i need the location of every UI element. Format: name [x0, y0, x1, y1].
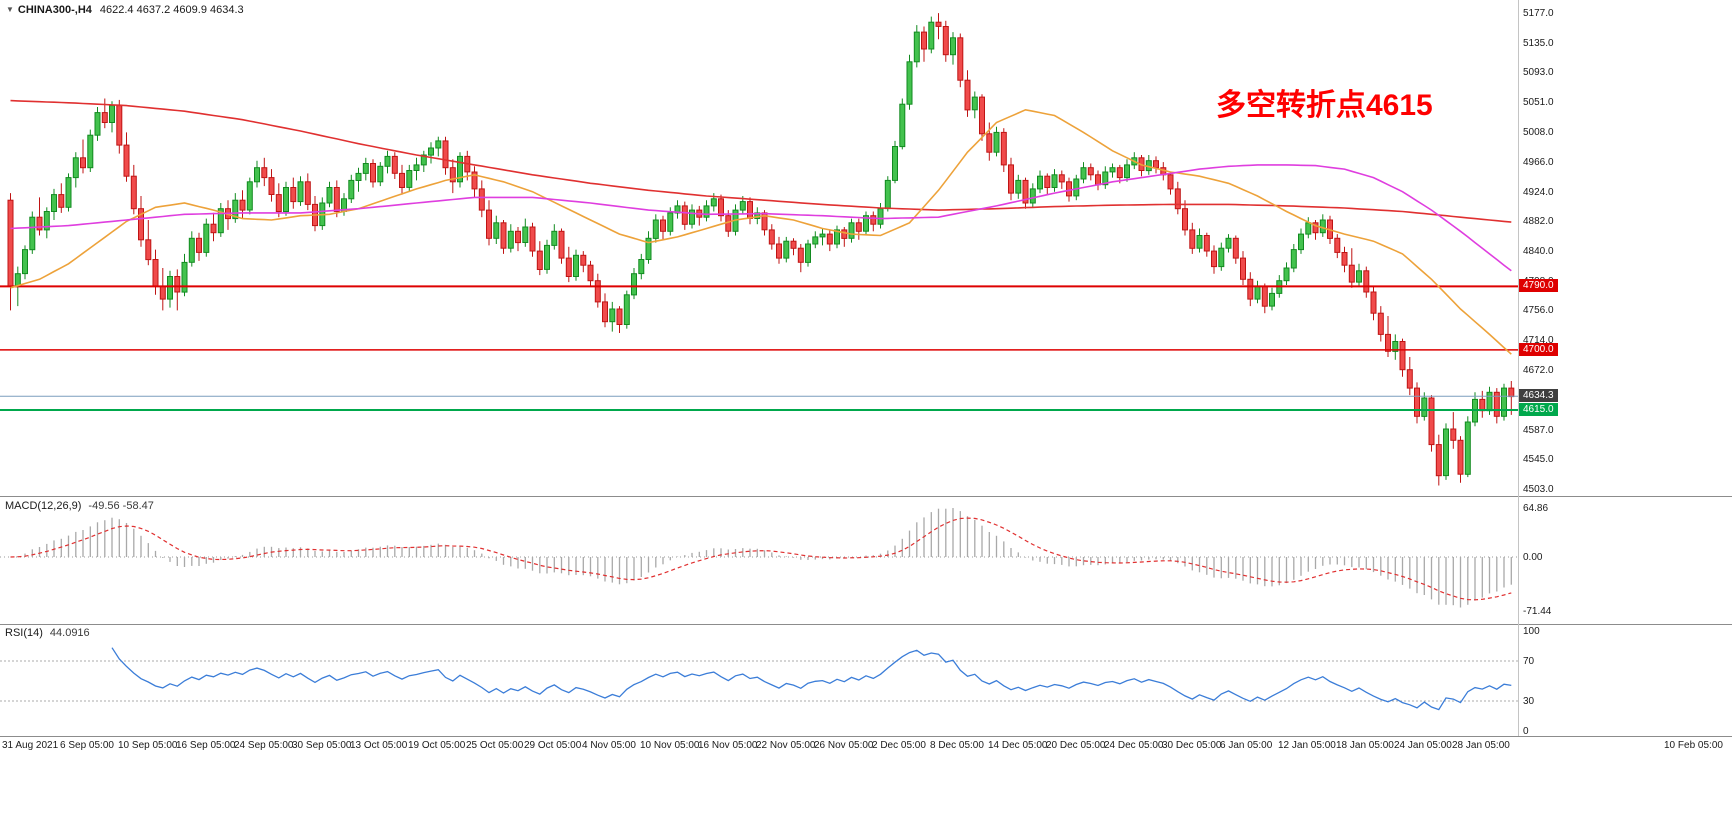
- price-tick-label: 4924.0: [1523, 186, 1554, 198]
- time-axis-label: 10 Nov 05:00: [640, 740, 700, 751]
- time-axis-label: 20 Dec 05:00: [1046, 740, 1106, 751]
- time-axis-label: 30 Dec 05:00: [1162, 740, 1222, 751]
- price-axis-divider: [1518, 0, 1519, 736]
- macd-label: MACD(12,26,9): [5, 500, 82, 512]
- macd-chart[interactable]: [0, 496, 1518, 624]
- time-axis-label: 18 Jan 05:00: [1336, 740, 1394, 751]
- rsi-axis-label: 100: [1523, 626, 1540, 637]
- annotation-text: 多空转折点4615: [1216, 89, 1433, 122]
- time-axis-label: 24 Jan 05:00: [1394, 740, 1452, 751]
- main-chart-panel[interactable]: [0, 0, 1518, 496]
- rsi-axis-label: 0: [1523, 726, 1529, 737]
- macd-label-line: MACD(12,26,9) -49.56 -58.47: [5, 500, 154, 512]
- time-axis-label: 24 Dec 05:00: [1104, 740, 1164, 751]
- time-axis-label: 14 Dec 05:00: [988, 740, 1048, 751]
- rsi-value: 44.0916: [49, 627, 90, 639]
- time-axis-label: 28 Jan 05:00: [1452, 740, 1510, 751]
- time-axis-label: 2 Dec 05:00: [872, 740, 926, 751]
- time-axis-label: 10 Sep 05:00: [118, 740, 178, 751]
- price-tick-label: 4672.0: [1523, 364, 1554, 376]
- candlestick-chart[interactable]: [0, 0, 1518, 496]
- time-axis-label: 16 Nov 05:00: [698, 740, 758, 751]
- price-tick-label: 4503.0: [1523, 484, 1554, 496]
- price-tick-label: 5177.0: [1523, 8, 1554, 20]
- rsi-label-line: RSI(14) 44.0916: [5, 627, 90, 639]
- macd-axis-label: 64.86: [1523, 503, 1549, 514]
- time-axis-label: 6 Sep 05:00: [60, 740, 114, 751]
- price-tick-label: 5008.0: [1523, 127, 1554, 139]
- price-tick-label: 4714.0: [1523, 335, 1554, 347]
- price-tick-label: 4966.0: [1523, 157, 1554, 169]
- price-tick-label: 4882.0: [1523, 216, 1554, 228]
- time-axis-label: 12 Jan 05:00: [1278, 740, 1336, 751]
- time-axis-label: 8 Dec 05:00: [930, 740, 984, 751]
- macd-axis-label: 0.00: [1523, 552, 1543, 563]
- time-axis-label: 10 Feb 05:00: [1664, 740, 1723, 751]
- rsi-axis-label: 30: [1523, 696, 1535, 707]
- symbol-ohlc-line: ▼ CHINA300-,H4 4622.4 4637.2 4609.9 4634.3: [6, 4, 244, 16]
- macd-panel[interactable]: [0, 496, 1518, 624]
- price-axis[interactable]: 5177.0 5135.0 5093.0 5051.0 5008.0 4966.0 4924…: [1518, 0, 1732, 737]
- time-axis-label: 30 Sep 05:00: [292, 740, 352, 751]
- price-tick-label: 4840.0: [1523, 246, 1554, 258]
- price-badge-4634.3: 4634.3: [1519, 389, 1558, 403]
- time-axis-label: 13 Oct 05:00: [350, 740, 408, 751]
- macd-axis-label: -71.44: [1523, 605, 1552, 617]
- symbol-label: CHINA300-,H4: [17, 4, 92, 16]
- time-axis-label: 16 Sep 05:00: [176, 740, 236, 751]
- macd-values: -49.56 -58.47: [88, 500, 154, 512]
- price-tick-label: 5051.0: [1523, 97, 1554, 109]
- time-axis-label: 4 Nov 05:00: [582, 740, 636, 751]
- time-axis-divider: [0, 736, 1732, 737]
- rsi-label: RSI(14): [5, 627, 43, 639]
- time-axis[interactable]: 31 Aug 2021 6 Sep 05:00 10 Sep 05:00 16 Sep…: [0, 736, 1732, 762]
- time-axis-label: 19 Oct 05:00: [408, 740, 466, 751]
- macd-panel-divider[interactable]: [0, 496, 1732, 497]
- rsi-axis-label: 70: [1523, 656, 1535, 667]
- time-axis-label: 31 Aug 2021: [2, 740, 59, 751]
- price-tick-label: 4587.0: [1523, 424, 1554, 436]
- price-badge-4615.0: 4615.0: [1519, 402, 1558, 416]
- time-axis-label: 6 Jan 05:00: [1220, 740, 1273, 751]
- time-axis-label: 29 Oct 05:00: [524, 740, 582, 751]
- price-tick-label: 5135.0: [1523, 37, 1554, 49]
- chart-menu-icon[interactable]: ▼: [6, 5, 14, 14]
- time-axis-label: 22 Nov 05:00: [756, 740, 816, 751]
- time-axis-label: 24 Sep 05:00: [234, 740, 294, 751]
- ohlc-values: 4622.4 4637.2 4609.9 4634.3: [99, 4, 244, 16]
- rsi-chart[interactable]: [0, 624, 1518, 736]
- time-axis-label: 25 Oct 05:00: [466, 740, 524, 751]
- rsi-panel-divider[interactable]: [0, 624, 1732, 625]
- price-tick-label: 5093.0: [1523, 67, 1554, 79]
- rsi-panel[interactable]: [0, 624, 1518, 736]
- price-tick-label: 4545.0: [1523, 454, 1554, 466]
- price-badge-4700.0: 4700.0: [1519, 342, 1558, 356]
- price-tick-label: 4756.0: [1523, 305, 1554, 317]
- price-badge-4790.0: 4790.0: [1519, 279, 1558, 293]
- time-axis-label: 26 Nov 05:00: [814, 740, 874, 751]
